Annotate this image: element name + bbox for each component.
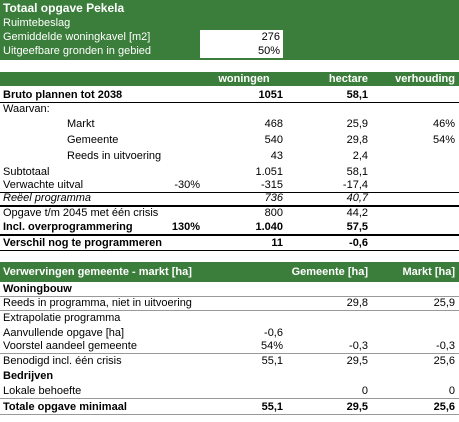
cell-value: 54%	[432, 134, 455, 146]
row-label: Subtotaal	[3, 166, 50, 178]
cell-value: -0,6	[264, 327, 283, 339]
cell-value: -0,3	[349, 340, 368, 352]
row-border	[0, 339, 459, 354]
cell-value: 29,5	[346, 355, 368, 367]
cell-value: 43	[270, 150, 283, 162]
row-label: Verschil nog te programmeren	[3, 237, 162, 249]
row-label: Reëel programma	[3, 192, 92, 204]
row-border	[0, 178, 459, 193]
cell-value: -17,4	[342, 179, 368, 191]
row-label: Totale opgave minimaal	[3, 401, 127, 413]
cell-value: 58,1	[346, 89, 368, 101]
cell-value: 25,6	[433, 401, 455, 413]
row-border	[0, 400, 459, 415]
input-value: 50%	[200, 44, 283, 58]
cell-value: 540	[264, 134, 283, 146]
row-label: Bedrijven	[3, 370, 54, 382]
row-border	[0, 191, 459, 207]
input-label: Uitgeefbare gronden in gebied	[3, 45, 152, 57]
row-label: Bruto plannen tot 2038	[3, 89, 123, 101]
row-label: Verwachte uitval	[3, 179, 84, 191]
table-header-band	[0, 262, 459, 282]
cell-value: 44,2	[346, 207, 368, 219]
cell-value: 29,5	[346, 401, 368, 413]
row-label: Gemeente	[67, 134, 119, 146]
cell-value: 2,4	[352, 150, 368, 162]
cell-value: 55,1	[261, 401, 283, 413]
cell-value: 0	[361, 385, 368, 397]
row-border	[0, 220, 459, 236]
title: Totaal opgave Pekela	[3, 1, 125, 15]
input-label: Gemiddelde woningkavel [m2]	[3, 31, 151, 43]
cell-value: 11	[271, 237, 283, 249]
row-label: Extrapolatie programma	[3, 312, 121, 324]
cell-value: 800	[264, 207, 283, 219]
cell-value: 25,6	[433, 355, 455, 367]
row-label: Opgave t/m 2045 met één crisis	[3, 207, 159, 219]
column-header: woningen	[218, 73, 270, 85]
row-label: Markt	[67, 118, 95, 130]
row-label: Waarvan:	[3, 103, 50, 115]
row-border	[0, 88, 459, 103]
cell-value: 1.051	[255, 166, 283, 178]
column-header: Verwervingen gemeente - markt [ha]	[3, 266, 192, 278]
row-label: Reeds in programma, niet in uitvoering	[3, 297, 192, 309]
cell-value: 57,5	[346, 221, 368, 233]
row-label: Aanvullende opgave [ha]	[3, 327, 125, 339]
row-border	[0, 384, 459, 399]
column-header: Gemeente [ha]	[291, 266, 368, 278]
row-border	[0, 282, 459, 297]
cell-value: 55,1	[261, 355, 283, 367]
column-header: Markt [ha]	[402, 266, 455, 278]
cell-value: 29,8	[346, 297, 368, 309]
column-header: verhouding	[395, 73, 455, 85]
cell-value: 46%	[432, 118, 455, 130]
cell-value: 130%	[171, 221, 200, 233]
cell-value: 25,9	[433, 297, 455, 309]
row-label: Incl. overprogrammering	[3, 221, 133, 233]
input-value: 276	[200, 30, 283, 44]
cell-value: 25,9	[346, 118, 368, 130]
row-label: Lokale behoefte	[3, 385, 82, 397]
cell-value: 58,1	[346, 166, 368, 178]
cell-value: 468	[264, 118, 283, 130]
cell-value: 1051	[258, 89, 283, 101]
row-border	[0, 236, 459, 251]
cell-value: -30%	[174, 179, 200, 191]
cell-value: 1.040	[255, 221, 283, 233]
row-border	[0, 296, 459, 311]
cell-value: 0	[448, 385, 455, 397]
cell-value: 29,8	[346, 134, 368, 146]
row-label: Voorstel aandeel gemeente	[3, 340, 137, 352]
cell-value: -0,6	[349, 237, 368, 249]
cell-value: -315	[260, 179, 283, 191]
table-header-band	[0, 72, 459, 86]
cell-value: 40,7	[346, 192, 368, 204]
cell-value: 54%	[260, 340, 283, 352]
cell-value: 736	[264, 192, 283, 204]
row-label: Benodigd incl. één crisis	[3, 355, 122, 367]
column-header: hectare	[328, 73, 368, 85]
row-label: Woningbouw	[3, 283, 72, 295]
subtitle: Ruimtebeslag	[3, 17, 71, 29]
cell-value: -0,3	[436, 340, 455, 352]
row-label: Reeds in uitvoering	[67, 150, 162, 162]
